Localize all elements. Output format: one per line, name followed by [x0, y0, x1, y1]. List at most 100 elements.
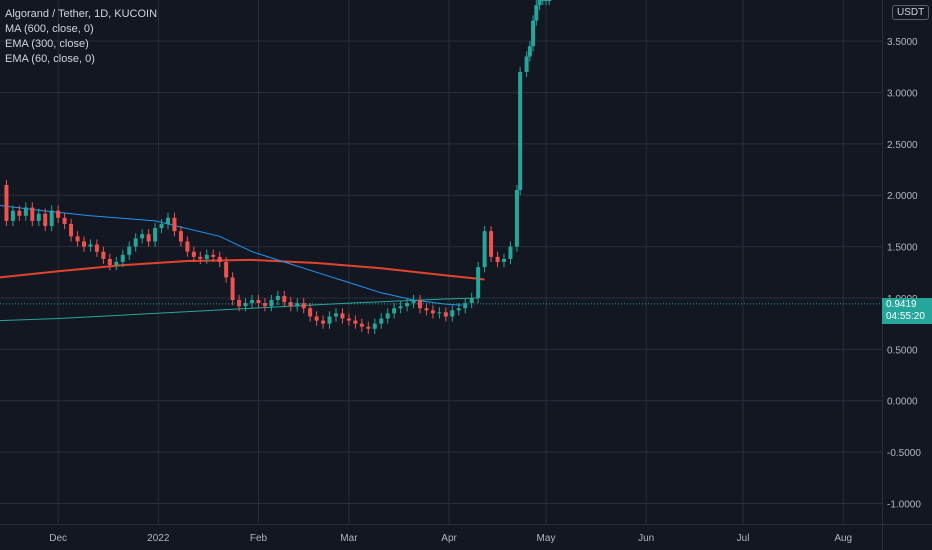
- candle-body: [547, 0, 552, 1]
- candle-body: [321, 320, 326, 324]
- y-tick-label: 1.5000: [887, 243, 918, 254]
- candle-body: [366, 326, 371, 329]
- candle-body: [398, 306, 403, 309]
- candle-body: [495, 256, 500, 262]
- candle-body: [140, 234, 145, 239]
- candle-body: [101, 251, 106, 259]
- indicator-lines: [0, 205, 485, 322]
- y-tick-label: 3.0000: [887, 88, 918, 99]
- candle-body: [153, 228, 158, 242]
- candle-body: [23, 207, 28, 216]
- x-tick-label: Jun: [638, 533, 654, 544]
- candle-body: [114, 262, 119, 266]
- candle-body: [514, 190, 519, 247]
- candle-body: [159, 223, 164, 229]
- bar-countdown: 04:55:20: [886, 311, 925, 322]
- candle-body: [217, 256, 222, 262]
- indicator-ema60[interactable]: EMA (60, close, 0): [5, 53, 95, 65]
- candle-body: [224, 262, 229, 278]
- candle-body: [275, 295, 280, 301]
- candle-body: [88, 244, 93, 247]
- candle-body: [359, 323, 364, 327]
- y-tick-label: 3.5000: [887, 37, 918, 48]
- x-tick-label: Dec: [49, 533, 67, 544]
- candle-body: [288, 302, 293, 307]
- x-tick-label: Feb: [250, 533, 268, 544]
- candle-body: [443, 312, 448, 317]
- y-tick-label: 0.0000: [887, 397, 918, 408]
- candle-body: [243, 303, 248, 307]
- y-tick-label: 0.5000: [887, 345, 918, 356]
- candle-body: [540, 0, 545, 1]
- candle-body: [62, 217, 67, 224]
- candle-body: [133, 238, 138, 247]
- x-tick-label: Aug: [834, 533, 852, 544]
- candle-body: [424, 308, 429, 311]
- candle-body: [334, 313, 338, 317]
- indicator-ma600[interactable]: MA (600, close, 0): [5, 23, 94, 35]
- candle-body: [94, 244, 99, 252]
- candle-body: [178, 231, 183, 242]
- candle-body: [120, 254, 125, 262]
- candle-body: [127, 246, 132, 255]
- candle-body: [75, 236, 80, 242]
- candle-body: [166, 217, 170, 224]
- candle-body: [430, 310, 435, 314]
- candle-body: [534, 5, 539, 21]
- chart-legend: Algorand / Tether, 1D, KUCOIN MA (600, c…: [5, 7, 157, 67]
- candle-body: [544, 0, 548, 1]
- candle-body: [4, 184, 9, 221]
- currency-badge[interactable]: USDT: [892, 5, 930, 20]
- candle-body: [49, 210, 54, 227]
- candle-body: [527, 46, 532, 57]
- candle-body: [437, 312, 442, 314]
- candle-body: [10, 210, 15, 221]
- candle-body: [372, 323, 377, 329]
- price-bars: [4, 0, 552, 334]
- candle-body: [211, 254, 216, 257]
- candle-body: [531, 20, 536, 47]
- candle-body: [30, 207, 35, 221]
- y-tick-label: -1.0000: [887, 499, 921, 510]
- candle-body: [537, 0, 542, 6]
- candle-body: [172, 217, 177, 232]
- candle-body: [314, 316, 319, 321]
- time-axis-bg: [0, 524, 932, 550]
- y-tick-label: 2.5000: [887, 140, 918, 151]
- candle-body: [327, 316, 332, 324]
- last-price-value: 0.9419: [886, 299, 917, 310]
- x-tick-label: May: [537, 533, 556, 544]
- series-line-1: [0, 258, 485, 281]
- candle-body: [502, 258, 506, 262]
- candle-body: [282, 295, 287, 303]
- candle-body: [482, 231, 487, 268]
- candle-body: [411, 300, 416, 304]
- candle-body: [405, 303, 410, 307]
- candle-body: [340, 313, 345, 319]
- price-axis-bg: [882, 0, 932, 550]
- candle-body: [385, 313, 390, 319]
- candle-body: [463, 303, 468, 309]
- candle-body: [256, 300, 261, 304]
- candle-body: [107, 258, 112, 266]
- candle-body: [230, 277, 235, 301]
- candle-body: [17, 210, 22, 216]
- x-tick-label: Mar: [340, 533, 358, 544]
- indicator-ema300[interactable]: EMA (300, close): [5, 38, 89, 50]
- candle-body: [508, 246, 513, 259]
- candle-body: [392, 308, 397, 314]
- candle-body: [295, 303, 300, 307]
- candle-body: [185, 241, 190, 252]
- x-tick-label: 2022: [147, 533, 170, 544]
- candle-body: [476, 267, 481, 298]
- candle-body: [346, 318, 351, 321]
- symbol-title[interactable]: Algorand / Tether, 1D, KUCOIN: [5, 8, 158, 20]
- candle-body: [308, 308, 313, 317]
- price-axis[interactable]: 3.50003.00002.50002.00001.50001.00000.50…: [882, 0, 932, 550]
- candle-body: [456, 308, 461, 311]
- candle-body: [204, 254, 209, 259]
- candle-body: [524, 56, 529, 72]
- y-tick-label: -0.5000: [887, 448, 921, 459]
